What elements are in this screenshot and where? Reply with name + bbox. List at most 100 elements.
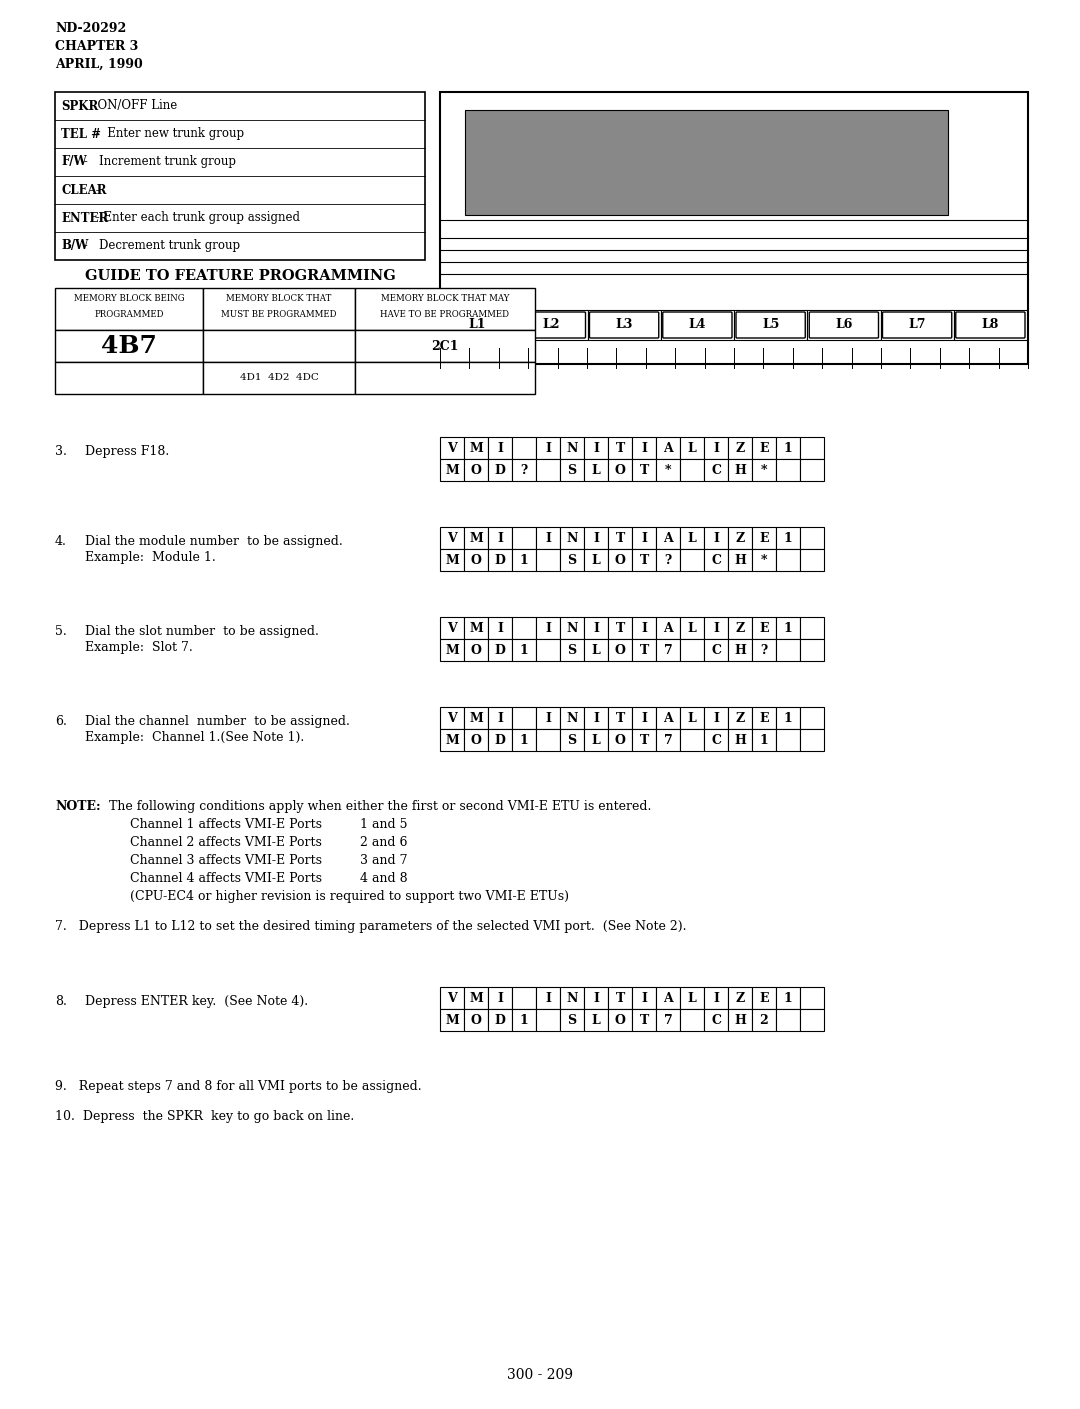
Bar <box>704 527 728 550</box>
Bar <box>800 437 824 459</box>
Text: T: T <box>639 1013 649 1027</box>
Text: 4B7: 4B7 <box>102 334 157 358</box>
Text: I: I <box>642 712 647 724</box>
Text: E: E <box>759 441 769 455</box>
Text: L4: L4 <box>689 318 706 331</box>
Text: C: C <box>711 644 721 657</box>
Text: T: T <box>616 992 624 1005</box>
Text: L: L <box>688 712 697 724</box>
Text: O: O <box>471 464 482 476</box>
Bar <box>561 986 584 1009</box>
Bar <box>777 459 800 480</box>
Bar <box>440 527 464 550</box>
Text: 6.: 6. <box>55 714 67 728</box>
Text: M: M <box>469 712 483 724</box>
Text: O: O <box>471 734 482 747</box>
Text: N: N <box>566 441 578 455</box>
Text: 1: 1 <box>759 734 768 747</box>
Bar <box>203 362 355 395</box>
Text: 1 and 5: 1 and 5 <box>360 819 407 831</box>
Text: I: I <box>497 712 503 724</box>
Text: 1: 1 <box>784 621 793 634</box>
Text: 7: 7 <box>663 644 673 657</box>
Text: I: I <box>642 992 647 1005</box>
Bar <box>680 437 704 459</box>
Bar <box>536 640 561 661</box>
Bar <box>608 1009 632 1031</box>
Bar <box>584 527 608 550</box>
Text: H: H <box>734 734 746 747</box>
Text: 2C1: 2C1 <box>431 340 459 352</box>
FancyBboxPatch shape <box>663 311 732 338</box>
Bar <box>728 527 752 550</box>
Bar <box>440 1009 464 1031</box>
Bar <box>561 459 584 480</box>
Text: CLEAR: CLEAR <box>60 183 107 196</box>
Text: L: L <box>688 441 697 455</box>
Text: 1: 1 <box>784 992 793 1005</box>
Text: A: A <box>663 621 673 634</box>
Bar <box>512 640 536 661</box>
Bar <box>656 986 680 1009</box>
Bar <box>680 728 704 751</box>
Text: I: I <box>713 531 719 544</box>
Text: O: O <box>615 644 625 657</box>
FancyBboxPatch shape <box>443 311 512 338</box>
Bar <box>203 330 355 362</box>
Bar <box>440 550 464 571</box>
Text: I: I <box>545 712 551 724</box>
Bar <box>55 330 203 362</box>
Bar <box>488 617 512 640</box>
Bar <box>512 617 536 640</box>
Text: T: T <box>616 712 624 724</box>
Bar <box>355 287 535 330</box>
Text: B/W: B/W <box>60 240 89 252</box>
Text: M: M <box>469 441 483 455</box>
Text: T: T <box>639 644 649 657</box>
Bar <box>632 707 656 728</box>
Text: A: A <box>663 712 673 724</box>
Text: I: I <box>593 531 599 544</box>
Bar <box>464 459 488 480</box>
Text: Z: Z <box>735 621 744 634</box>
Text: 1: 1 <box>784 441 793 455</box>
Text: S: S <box>567 1013 577 1027</box>
Bar <box>464 728 488 751</box>
Text: V: V <box>447 712 457 724</box>
Bar <box>680 550 704 571</box>
Bar <box>512 728 536 751</box>
Bar <box>440 728 464 751</box>
Bar <box>632 527 656 550</box>
Text: 5.: 5. <box>55 626 67 638</box>
Text: N: N <box>566 992 578 1005</box>
Text: O: O <box>615 554 625 566</box>
Bar <box>777 527 800 550</box>
Text: L: L <box>688 531 697 544</box>
Text: M: M <box>469 531 483 544</box>
Text: 9.   Repeat steps 7 and 8 for all VMI ports to be assigned.: 9. Repeat steps 7 and 8 for all VMI port… <box>55 1081 421 1093</box>
Bar <box>536 527 561 550</box>
Bar <box>488 728 512 751</box>
FancyBboxPatch shape <box>590 311 659 338</box>
Text: 8.: 8. <box>55 995 67 1007</box>
Text: M: M <box>445 734 459 747</box>
Bar <box>488 437 512 459</box>
FancyBboxPatch shape <box>516 311 585 338</box>
Bar <box>800 728 824 751</box>
Text: L: L <box>592 644 600 657</box>
Text: E: E <box>759 992 769 1005</box>
Bar <box>704 707 728 728</box>
Bar <box>704 640 728 661</box>
Text: 1: 1 <box>519 644 528 657</box>
Text: 10.  Depress  the SPKR  key to go back on line.: 10. Depress the SPKR key to go back on l… <box>55 1110 354 1123</box>
Text: I: I <box>593 621 599 634</box>
Bar <box>464 707 488 728</box>
Bar <box>680 459 704 480</box>
Bar <box>800 1009 824 1031</box>
Bar <box>656 437 680 459</box>
Text: HAVE TO BE PROGRAMMED: HAVE TO BE PROGRAMMED <box>380 310 510 318</box>
Text: Depress F18.: Depress F18. <box>85 445 170 458</box>
Text: *: * <box>760 554 767 566</box>
Text: M: M <box>445 464 459 476</box>
Bar <box>608 459 632 480</box>
